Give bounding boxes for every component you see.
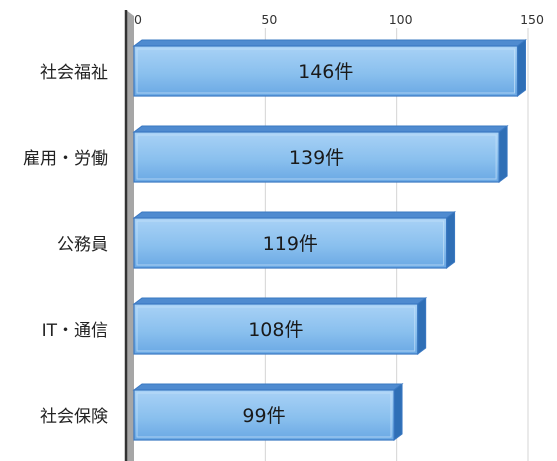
bar-data-label: 99件	[242, 405, 285, 427]
x-axis-ticks: 0 50 100 150	[134, 12, 544, 27]
bar-front-face	[133, 389, 395, 441]
bar-front-face	[133, 131, 500, 183]
bar: 146件	[132, 39, 527, 97]
chart-wall-panel	[126, 10, 134, 461]
category-label: 公務員	[57, 235, 108, 255]
bar-end-face	[446, 211, 456, 269]
bar-data-label: 108件	[248, 319, 303, 341]
bar-end-face	[498, 125, 508, 183]
bar-bevel	[136, 134, 497, 180]
bar: 119件	[132, 211, 457, 269]
bar-bevel	[136, 48, 515, 94]
category-label: 雇用・労働	[23, 149, 108, 169]
bar-bevel	[136, 220, 445, 266]
bar-bevel	[136, 392, 392, 438]
bar-top-face	[132, 297, 428, 305]
tick-label: 50	[261, 12, 277, 27]
bar-front-face	[133, 217, 448, 269]
bar-data-label: 119件	[263, 233, 318, 255]
bar-end-face	[516, 39, 526, 97]
bar: 99件	[132, 383, 404, 441]
bar: 108件	[132, 297, 428, 355]
bar-top-face	[132, 125, 509, 133]
tick-label: 150	[520, 12, 544, 27]
category-label: 社会保険	[40, 407, 108, 427]
chart-back-wall	[126, 10, 134, 461]
bar-front-face	[133, 45, 519, 97]
bar-bevel	[136, 306, 416, 352]
bar-top-face	[132, 211, 457, 219]
bar-front-face	[133, 303, 419, 355]
bar-data-label: 146件	[298, 61, 353, 83]
bar-end-face	[417, 297, 427, 355]
bar-end-face	[393, 383, 403, 441]
category-label: IT・通信	[42, 321, 108, 341]
tick-label: 0	[134, 12, 142, 27]
bar-top-face	[132, 39, 527, 47]
category-label: 社会福祉	[40, 63, 108, 83]
bars: 146件 139件 119件 108件 99件	[132, 39, 527, 441]
bar: 139件	[132, 125, 509, 183]
tick-label: 100	[389, 12, 413, 27]
bar-data-label: 139件	[289, 147, 344, 169]
bar-top-face	[132, 383, 404, 391]
